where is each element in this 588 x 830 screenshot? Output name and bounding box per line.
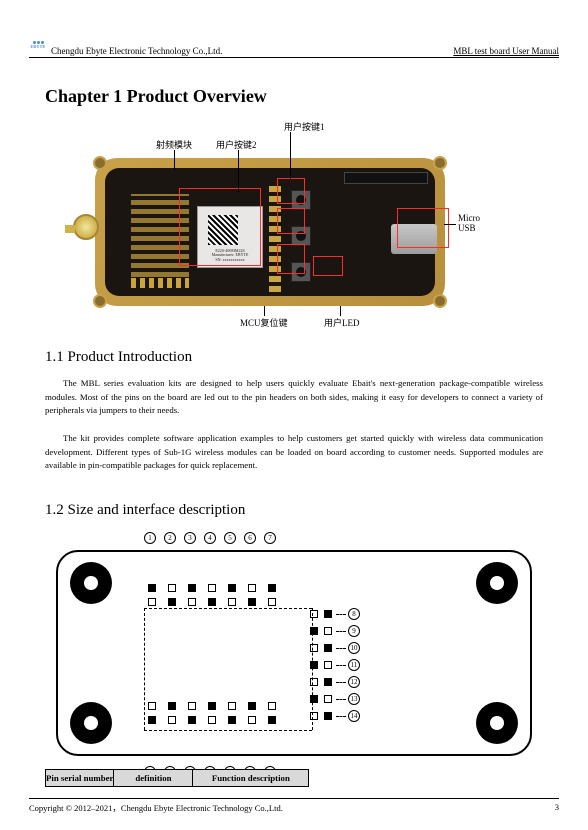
- product-photo: E22S-400MM22S Manufacturer: EBYTE SN: xx…: [90, 120, 495, 335]
- callout-user-led: 用户LED: [324, 316, 360, 329]
- callout-box-reset: [277, 244, 305, 274]
- header-doc-title: MBL test board User Manual: [453, 46, 559, 56]
- paragraph-intro-2: The kit provides complete software appli…: [45, 432, 543, 473]
- callout-box-btn2: [277, 208, 305, 234]
- callout-rf-module: 射频模块: [156, 138, 192, 151]
- diagram-top-numbers: 1 2 3 4 5 6 7: [144, 532, 276, 544]
- pcb-board: E22S-400MM22S Manufacturer: EBYTE SN: xx…: [95, 158, 445, 306]
- section-1-2-heading: 1.2 Size and interface description: [45, 502, 245, 519]
- diagram-right-numbers: 8 9 10 11 12 13 14: [348, 608, 360, 722]
- table-header-pin: Pin serial number: [46, 770, 114, 787]
- sma-connector: [73, 214, 99, 240]
- footer-page-number: 3: [555, 802, 559, 814]
- pin-table: Pin serial number definition Function de…: [45, 769, 309, 787]
- callout-micro-usb: Micro USB: [458, 214, 480, 234]
- paragraph-intro-1: The MBL series evaluation kits are desig…: [45, 377, 543, 418]
- chapter-title: Chapter 1 Product Overview: [45, 86, 267, 107]
- header-company: Chengdu Ebyte Electronic Technology Co.,…: [51, 46, 222, 56]
- footer-copyright: Copyright © 2012–2021，Chengdu Ebyte Elec…: [29, 802, 283, 814]
- section-1-1-heading: 1.1 Product Introduction: [45, 349, 192, 366]
- callout-box-btn1: [277, 178, 305, 204]
- interface-diagram: 1 2 3 4 5 6 7 8 9 10 11 12 13 14: [56, 532, 532, 764]
- callout-box-rf: [179, 188, 261, 266]
- table-header-def: definition: [114, 770, 193, 787]
- callout-user-btn2: 用户按键2: [216, 138, 257, 151]
- table-header-func: Function description: [193, 770, 309, 787]
- callout-mcu-reset: MCU复位键: [240, 316, 288, 329]
- callout-box-led: [313, 256, 343, 276]
- callout-user-btn1: 用户按键1: [284, 120, 325, 133]
- page-footer: Copyright © 2012–2021，Chengdu Ebyte Elec…: [29, 798, 559, 814]
- callout-box-usb: [397, 208, 449, 248]
- page-header: Chengdu Ebyte Electronic Technology Co.,…: [29, 46, 559, 58]
